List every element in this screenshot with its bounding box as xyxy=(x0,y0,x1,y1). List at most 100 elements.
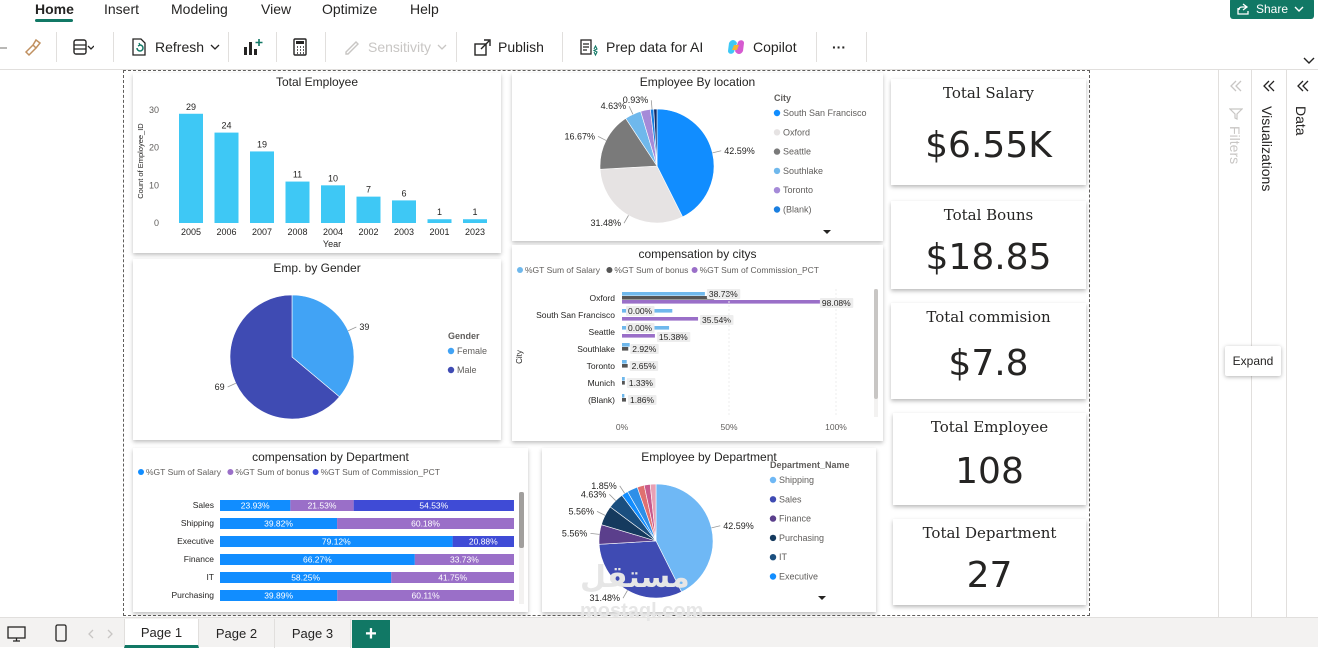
y-axis-label: City xyxy=(515,350,524,364)
tab-modeling[interactable]: Modeling xyxy=(171,1,228,17)
legend-label: %GT Sum of Commission_PCT xyxy=(700,265,819,275)
new-visual-icon[interactable] xyxy=(241,37,263,57)
legend-label: Southlake xyxy=(783,166,823,176)
active-tab-indicator xyxy=(35,19,73,22)
card-title: Total commision xyxy=(926,308,1051,326)
legend-marker xyxy=(769,476,777,484)
compensation-by-city-chart[interactable]: compensation by citys %GT Sum of Salary%… xyxy=(512,245,883,441)
legend-label: Finance xyxy=(779,514,811,524)
x-tick-label: 2001 xyxy=(429,227,449,237)
x-tick-label: 50% xyxy=(720,422,737,432)
tab-home[interactable]: Home xyxy=(35,1,74,17)
collapse-ribbon-icon[interactable] xyxy=(1303,57,1315,65)
leader-line xyxy=(650,100,653,110)
bar-segment xyxy=(220,590,338,601)
tab-insert[interactable]: Insert xyxy=(104,1,140,17)
chevron-down-icon xyxy=(437,44,447,50)
database-icon xyxy=(73,39,94,55)
data-label-bg xyxy=(627,395,657,405)
legend-marker xyxy=(769,573,777,580)
total-department-card[interactable]: Total Department 27 xyxy=(893,519,1086,605)
bar-segment xyxy=(220,536,453,547)
employee-by-department-svg: 42.59% 31.48% 5.56% 5.56% 4.63%1.85% Departme… xyxy=(562,460,850,603)
tab-help[interactable]: Help xyxy=(410,1,439,17)
tab-view[interactable]: View xyxy=(261,1,292,17)
page-tab-1[interactable]: Page 1 xyxy=(124,619,199,648)
data-label: 39.82% xyxy=(264,519,293,529)
data-label: 6 xyxy=(401,188,406,198)
legend-label: %GT Sum of Salary xyxy=(525,265,601,275)
card-title: Total Salary xyxy=(942,84,1034,102)
legend-title: Department_Name xyxy=(770,460,850,470)
leader-line xyxy=(712,150,722,154)
tab-optimize[interactable]: Optimize xyxy=(322,1,378,17)
x-tick-label: 2004 xyxy=(323,227,343,237)
filter-icon xyxy=(1229,108,1243,120)
legend-label: Shipping xyxy=(779,475,814,485)
card-value: 27 xyxy=(966,555,1013,596)
bar xyxy=(622,360,627,364)
employee-by-location-chart[interactable]: Employee By location 42.59% 31.48% 16.67% 4… xyxy=(512,73,883,241)
visualizations-pane-label[interactable]: Visualizations xyxy=(1259,106,1275,192)
total-commission-card[interactable]: Total commision $7.8 xyxy=(891,303,1086,399)
add-page-button[interactable]: + xyxy=(352,620,390,648)
data-label: 20.88% xyxy=(469,537,498,547)
category-label: (Blank) xyxy=(588,395,615,405)
total-salary-card[interactable]: Total Salary $6.55K xyxy=(891,79,1086,185)
total-employee-chart[interactable]: Total Employee 0 10 20 30 29 2005 24 2006 19 2007… xyxy=(133,73,501,253)
total-bonus-card[interactable]: Total Bouns $18.85 xyxy=(891,201,1086,289)
filters-pane-label[interactable]: Filters xyxy=(1227,126,1243,165)
data-label: 0.93% xyxy=(623,95,649,105)
format-painter-icon[interactable] xyxy=(22,37,42,57)
copilot-button[interactable]: Copilot xyxy=(725,36,797,58)
bar-segment xyxy=(391,572,514,583)
compensation-by-department-chart[interactable]: compensation by Department %GT Sum of Sa… xyxy=(133,448,528,612)
employee-by-department-chart[interactable]: Employee by Department 42.59% 31.48% 5.56%… xyxy=(542,448,876,612)
prep-data-button[interactable]: Prep data for AI xyxy=(578,36,703,58)
expand-visualizations-icon[interactable] xyxy=(1262,80,1276,92)
page-tab-3[interactable]: Page 3 xyxy=(275,619,351,648)
data-label: 11 xyxy=(293,170,302,180)
sensitivity-icon xyxy=(345,41,359,55)
share-button[interactable]: Share xyxy=(1230,0,1314,19)
data-label: 60.18% xyxy=(411,519,440,529)
data-label: 98.08% xyxy=(822,298,851,308)
data-label-bg xyxy=(656,332,691,342)
legend-marker xyxy=(769,515,777,522)
leader-line xyxy=(711,525,721,529)
emp-by-gender-chart[interactable]: Emp. by Gender 39 69 Gender Female Male xyxy=(133,259,501,440)
legend-label: %GT Sum of Commission_PCT xyxy=(321,467,440,477)
refresh-button[interactable]: Refresh xyxy=(129,36,220,58)
bar xyxy=(622,334,655,338)
transform-data-button[interactable] xyxy=(72,36,94,58)
total-employee-card[interactable]: Total Employee 108 xyxy=(893,413,1086,505)
legend-marker xyxy=(138,469,144,475)
leader-line xyxy=(619,485,626,494)
desktop-view-icon[interactable] xyxy=(7,626,27,642)
mobile-view-icon[interactable] xyxy=(55,624,67,642)
ribbon-separator xyxy=(816,32,817,62)
calculator-icon[interactable] xyxy=(290,37,310,57)
x-tick-label: 0% xyxy=(616,422,629,432)
more-options-button[interactable]: ··· xyxy=(832,39,846,55)
legend-marker xyxy=(769,496,777,503)
leader-line xyxy=(623,215,629,224)
publish-button[interactable]: Publish xyxy=(472,36,544,58)
previous-page-icon[interactable] xyxy=(87,629,95,639)
data-label: 23.93% xyxy=(241,501,270,511)
expand-filters-icon[interactable] xyxy=(1229,80,1243,92)
legend-label: Oxford xyxy=(783,127,810,137)
side-panes: Filters Visualizations Data xyxy=(1218,70,1318,617)
x-tick-label: 2008 xyxy=(287,227,307,237)
sensitivity-button[interactable]: Sensitivity xyxy=(342,36,447,58)
publish-label: Publish xyxy=(498,39,544,55)
next-page-icon[interactable] xyxy=(106,629,114,639)
page-tab-2[interactable]: Page 2 xyxy=(199,619,275,648)
data-pane-label[interactable]: Data xyxy=(1293,106,1309,136)
report-canvas: Total Employee 0 10 20 30 29 2005 24 2006 19 2007… xyxy=(0,70,1218,617)
copilot-label: Copilot xyxy=(753,39,797,55)
expand-data-icon[interactable] xyxy=(1296,80,1310,92)
category-label: IT xyxy=(206,572,214,582)
bar xyxy=(463,219,487,223)
legend-title: City xyxy=(774,93,791,103)
